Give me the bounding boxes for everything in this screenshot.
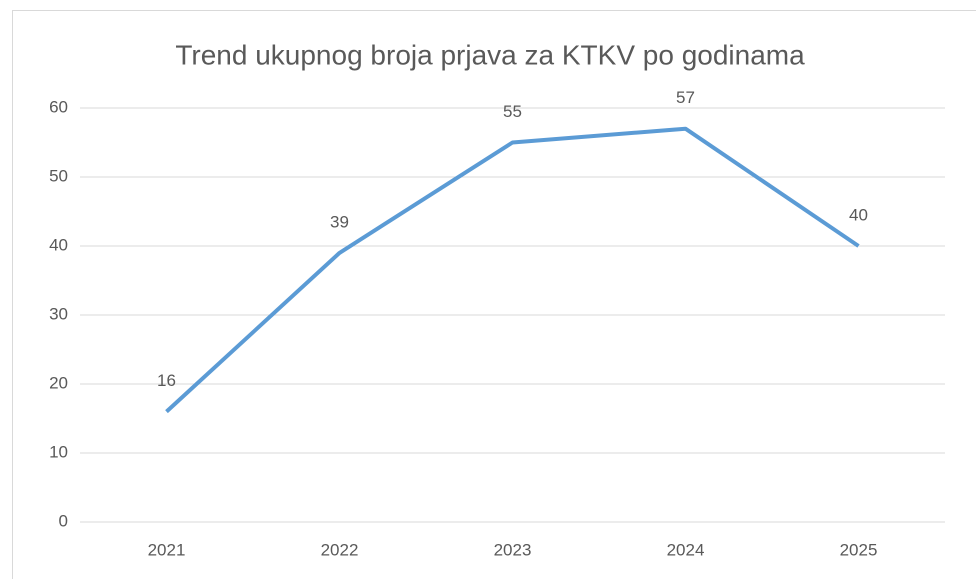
y-tick-label: 50 (49, 166, 68, 185)
data-line (165, 126, 860, 414)
x-tick-label: 2022 (321, 540, 359, 559)
data-label: 40 (849, 205, 868, 224)
y-tick-label: 30 (49, 304, 68, 323)
y-tick-label: 10 (49, 442, 68, 461)
x-tick-label: 2021 (148, 540, 186, 559)
data-label: 55 (503, 102, 522, 121)
data-label: 16 (157, 371, 176, 390)
data-label: 57 (676, 88, 695, 107)
x-tick-label: 2023 (494, 540, 532, 559)
chart-title: Trend ukupnog broja prjava za KTKV po go… (175, 39, 805, 70)
data-label: 39 (330, 212, 349, 231)
x-tick-label: 2024 (667, 540, 705, 559)
y-tick-label: 60 (49, 97, 68, 116)
y-tick-label: 0 (59, 511, 68, 530)
y-tick-label: 20 (49, 373, 68, 392)
y-tick-label: 40 (49, 235, 68, 254)
chart-frame (12, 10, 976, 579)
x-tick-label: 2025 (840, 540, 878, 559)
